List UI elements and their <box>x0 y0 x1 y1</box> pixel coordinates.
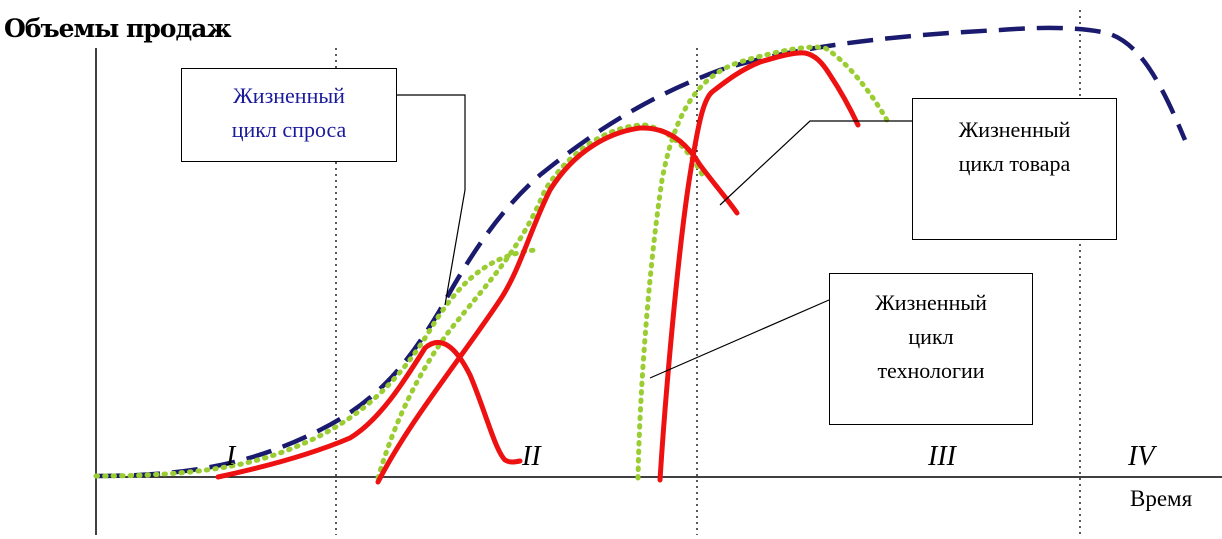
demand-life-cycle-curve <box>95 25 1188 479</box>
product-life-cycle-curve-1 <box>215 340 523 480</box>
product-leader-line <box>719 120 912 206</box>
product-life-cycle-callout: Жизненный цикл товара <box>912 98 1117 240</box>
technology-life-cycle-curve-1 <box>93 247 538 479</box>
demand-callout-line-1: Жизненный <box>233 83 345 108</box>
chart-title: Объемы продаж <box>4 14 232 43</box>
technology-life-cycle-curve-3 <box>635 44 891 481</box>
stage-label-4: IV <box>1128 441 1155 472</box>
demand-life-cycle-callout: Жизненный цикл спроса <box>181 68 397 162</box>
technology-life-cycle-callout: Жизненный цикл технологии <box>829 273 1033 425</box>
technology-callout-line-2: цикл <box>908 324 954 349</box>
demand-leader-line <box>397 94 466 306</box>
stage-label-3: III <box>928 441 956 472</box>
stage-label-1: I <box>226 441 236 472</box>
technology-callout-line-1: Жизненный <box>875 290 987 315</box>
demand-callout-line-2: цикл спроса <box>231 117 347 142</box>
technology-life-cycle-curve-2 <box>375 122 708 481</box>
product-callout-line-2: цикл товара <box>958 151 1071 176</box>
x-axis-label: Время <box>1130 486 1193 511</box>
product-life-cycle-curve-3 <box>657 50 861 483</box>
technology-leader-line <box>649 299 830 379</box>
product-callout-line-1: Жизненный <box>958 117 1071 142</box>
stage-label-2: II <box>522 441 541 472</box>
technology-callout-line-3: технологии <box>877 358 985 383</box>
product-life-cycle-curve-2 <box>375 125 740 485</box>
